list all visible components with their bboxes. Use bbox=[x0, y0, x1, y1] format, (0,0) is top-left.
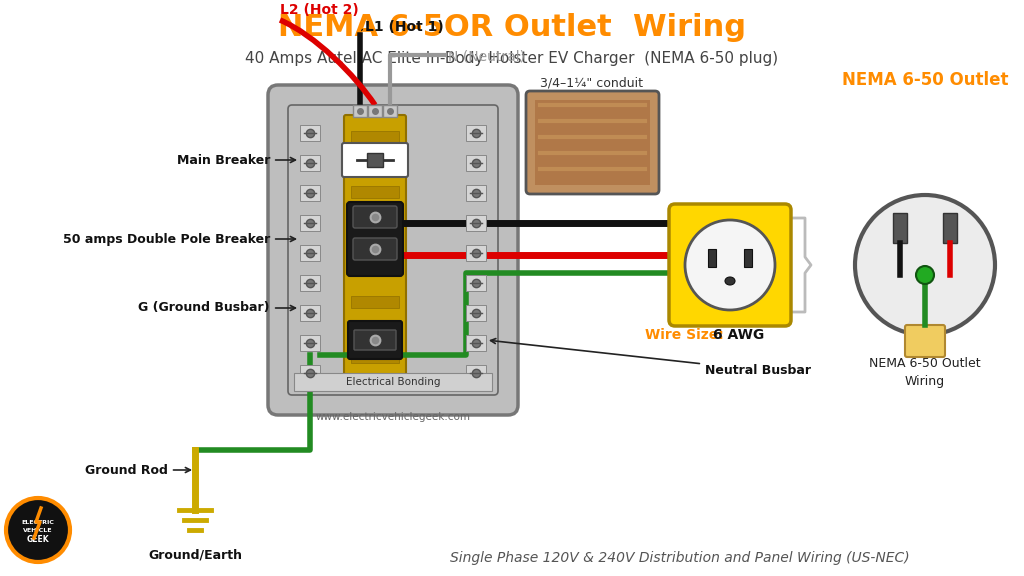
Bar bbox=[300, 215, 319, 231]
Bar bbox=[943, 213, 957, 243]
Bar bbox=[466, 335, 486, 351]
Bar bbox=[300, 245, 319, 261]
FancyBboxPatch shape bbox=[344, 115, 406, 379]
Bar bbox=[466, 245, 486, 261]
Bar bbox=[300, 155, 319, 171]
Text: www.electricvehiclegeek.com: www.electricvehiclegeek.com bbox=[315, 412, 470, 422]
Text: L1 (Hot 1): L1 (Hot 1) bbox=[365, 20, 443, 34]
Bar bbox=[351, 241, 399, 253]
Text: Single Phase 120V & 240V Distribution and Panel Wiring (US-NEC): Single Phase 120V & 240V Distribution an… bbox=[451, 551, 909, 565]
Bar bbox=[351, 131, 399, 143]
Bar bbox=[367, 153, 383, 167]
Circle shape bbox=[855, 195, 995, 335]
Text: N (Neutral): N (Neutral) bbox=[449, 50, 525, 64]
FancyBboxPatch shape bbox=[526, 91, 659, 194]
Circle shape bbox=[916, 266, 934, 284]
Text: 3/4–1¼" conduit: 3/4–1¼" conduit bbox=[541, 76, 643, 89]
Bar bbox=[351, 296, 399, 308]
Bar bbox=[466, 125, 486, 141]
Bar bbox=[300, 305, 319, 321]
FancyBboxPatch shape bbox=[288, 105, 498, 395]
Bar bbox=[351, 351, 399, 363]
Bar bbox=[300, 275, 319, 291]
Bar bbox=[294, 373, 492, 391]
FancyBboxPatch shape bbox=[353, 238, 397, 260]
Bar bbox=[535, 100, 650, 185]
Text: NEMA 6-50 Outlet: NEMA 6-50 Outlet bbox=[842, 71, 1009, 89]
Text: Main Breaker: Main Breaker bbox=[176, 153, 295, 166]
Text: GEEK: GEEK bbox=[27, 536, 49, 544]
FancyBboxPatch shape bbox=[669, 204, 791, 326]
Bar bbox=[466, 185, 486, 201]
Bar bbox=[466, 305, 486, 321]
Bar bbox=[708, 249, 716, 267]
Text: Electrical Bonding: Electrical Bonding bbox=[346, 377, 440, 387]
Ellipse shape bbox=[725, 277, 735, 285]
FancyBboxPatch shape bbox=[353, 206, 397, 228]
Circle shape bbox=[685, 220, 775, 310]
Text: NEMA 6-50 Outlet
Wiring: NEMA 6-50 Outlet Wiring bbox=[869, 357, 981, 388]
Text: Ground/Earth: Ground/Earth bbox=[148, 548, 242, 561]
Circle shape bbox=[6, 498, 70, 562]
Text: 50 amps Double Pole Breaker: 50 amps Double Pole Breaker bbox=[62, 233, 295, 245]
Text: NEMA 6-5OR Outlet  Wiring: NEMA 6-5OR Outlet Wiring bbox=[278, 13, 746, 43]
Text: Wire Size:: Wire Size: bbox=[645, 328, 729, 342]
Text: Neutral Busbar: Neutral Busbar bbox=[490, 339, 811, 377]
Bar bbox=[744, 249, 752, 267]
FancyBboxPatch shape bbox=[347, 202, 403, 276]
FancyBboxPatch shape bbox=[354, 330, 396, 350]
FancyBboxPatch shape bbox=[348, 321, 402, 359]
Bar bbox=[383, 105, 397, 117]
Bar bbox=[300, 335, 319, 351]
Bar bbox=[351, 186, 399, 198]
FancyBboxPatch shape bbox=[342, 143, 408, 177]
Text: Ground Rod: Ground Rod bbox=[85, 464, 190, 476]
Bar bbox=[466, 365, 486, 381]
Bar bbox=[466, 275, 486, 291]
FancyBboxPatch shape bbox=[905, 325, 945, 357]
Text: 6 AWG: 6 AWG bbox=[713, 328, 764, 342]
Text: L2 (Hot 2): L2 (Hot 2) bbox=[280, 3, 358, 17]
Bar bbox=[466, 215, 486, 231]
Text: 40 Amps Autel AC Elite In-Body Holster EV Charger  (NEMA 6-50 plug): 40 Amps Autel AC Elite In-Body Holster E… bbox=[246, 51, 778, 66]
Bar bbox=[300, 365, 319, 381]
Text: ELECTRIC: ELECTRIC bbox=[22, 520, 54, 525]
FancyBboxPatch shape bbox=[268, 85, 518, 415]
Bar bbox=[466, 155, 486, 171]
Text: VEHICLE: VEHICLE bbox=[24, 528, 53, 532]
Bar bbox=[300, 125, 319, 141]
Bar bbox=[353, 105, 367, 117]
Bar bbox=[300, 185, 319, 201]
Bar bbox=[893, 213, 907, 243]
Bar bbox=[368, 105, 382, 117]
Text: G (Ground Busbar): G (Ground Busbar) bbox=[138, 301, 295, 314]
